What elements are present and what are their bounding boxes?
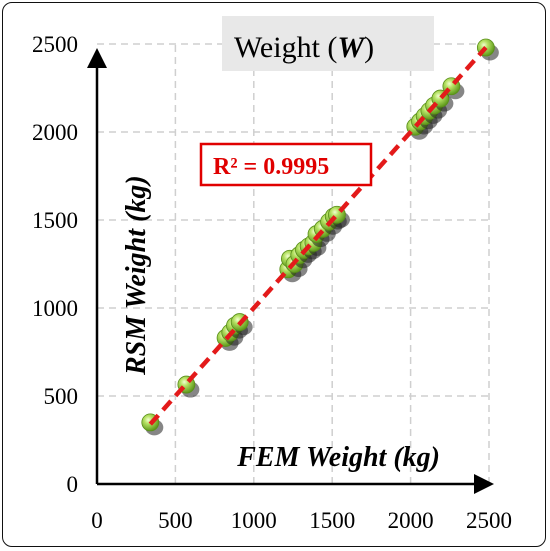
x-tick-labels: 0 500 1000 1500 2000 2500	[91, 508, 512, 533]
x-tick-label: 1500	[309, 508, 355, 533]
x-tick-label: 0	[91, 508, 103, 533]
x-axis-label: FEM Weight (kg)	[236, 442, 440, 473]
chart-title: Weight (W)	[234, 31, 374, 64]
y-tick-label: 2000	[32, 120, 78, 145]
title-background	[222, 16, 434, 71]
y-tick-labels: 0 500 1000 1500 2000 2500	[32, 32, 78, 497]
r2-annotation: R² = 0.9995	[213, 154, 329, 180]
x-tick-label: 500	[158, 508, 193, 533]
y-tick-label: 1500	[32, 208, 78, 233]
y-axis-label: RSM Weight (kg)	[121, 175, 152, 376]
x-tick-label: 1000	[231, 508, 277, 533]
axes	[87, 48, 494, 494]
r2-box	[199, 142, 373, 187]
x-tick-label: 2500	[466, 508, 512, 533]
y-tick-label: 2500	[32, 32, 78, 57]
x-tick-label: 2000	[388, 508, 434, 533]
y-tick-label: 500	[44, 384, 79, 409]
chart-title-text: Weight (	[234, 31, 337, 64]
chart-title-close: )	[364, 31, 374, 64]
y-tick-label: 0	[67, 472, 79, 497]
chart-title-symbol: W	[337, 31, 366, 64]
fit-line	[148, 46, 488, 426]
y-tick-label: 1000	[32, 296, 78, 321]
